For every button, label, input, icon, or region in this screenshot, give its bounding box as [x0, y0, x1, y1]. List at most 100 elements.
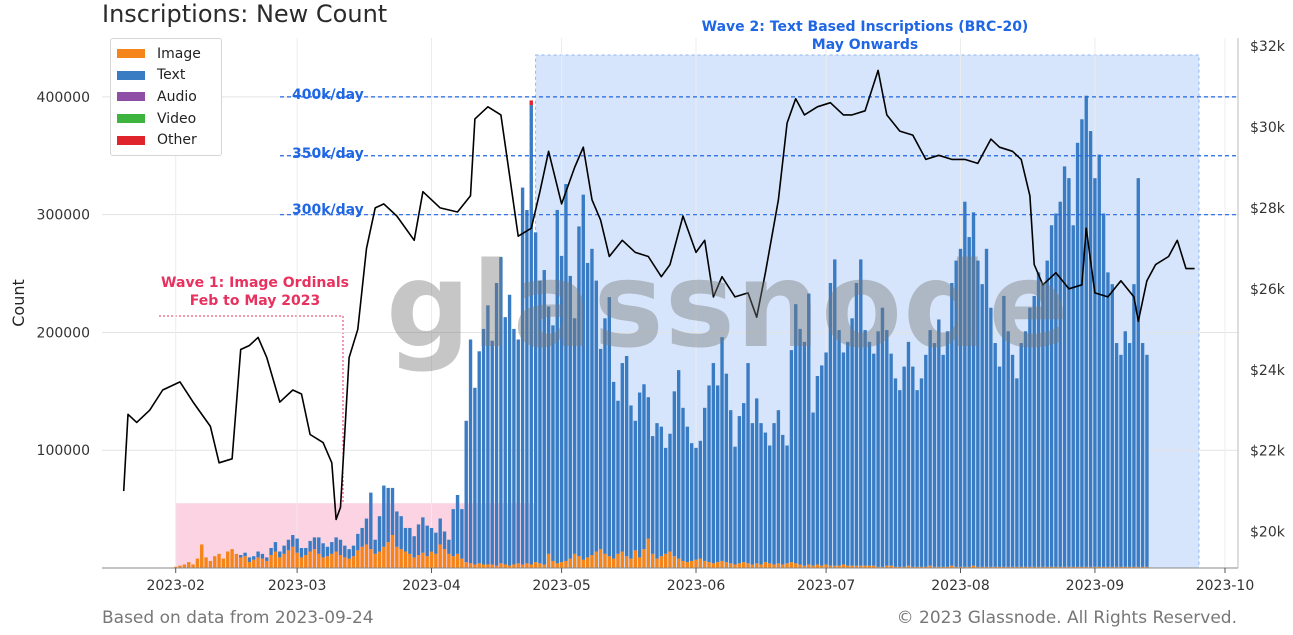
bar-text [598, 348, 603, 550]
bar-image [880, 566, 885, 568]
bar-image [911, 566, 915, 568]
bar-text [1067, 178, 1071, 567]
bar-image [685, 562, 690, 568]
bar-image [1075, 566, 1080, 568]
bar-text [282, 545, 286, 554]
bar-image [837, 565, 841, 568]
bar-image [720, 560, 724, 568]
bar-text [729, 410, 733, 564]
bar-image [278, 557, 282, 568]
bar-text [468, 339, 473, 564]
bar-text [650, 436, 655, 554]
bar-text [1097, 154, 1101, 567]
bar-image [958, 566, 963, 568]
bar-image [395, 546, 399, 568]
bar-image [1019, 566, 1023, 568]
bar-text [533, 232, 538, 563]
bar-text [330, 542, 334, 554]
bar-text [390, 487, 395, 536]
bar-image [598, 549, 603, 568]
bar-text [382, 485, 386, 547]
bar-image [603, 553, 607, 568]
bar-text [689, 443, 694, 561]
bar-image [187, 562, 191, 568]
bar-text [768, 445, 772, 564]
bar-image [386, 542, 390, 568]
bar-image [928, 565, 932, 568]
legend-swatch-image [117, 49, 145, 59]
bar-image [265, 560, 269, 568]
bar-text [1058, 201, 1062, 567]
bar-text [958, 248, 963, 567]
bar-text [447, 539, 451, 554]
bar-text [954, 260, 958, 567]
y2-tick-label: $22k [1250, 444, 1286, 460]
bar-text [1145, 354, 1149, 567]
bar-text [824, 352, 828, 565]
bar-text [685, 426, 690, 563]
bar-text [681, 407, 685, 561]
y-tick-label: 200000 [37, 325, 90, 341]
bar-image [1123, 566, 1127, 568]
bar-text [559, 255, 564, 563]
bar-image [338, 555, 343, 568]
bar-image [581, 559, 585, 568]
bar-text [698, 440, 703, 559]
bar-image [807, 564, 811, 568]
y-tick-label: 300000 [37, 208, 90, 224]
bar-text [269, 547, 273, 556]
bar-image [529, 564, 533, 568]
bar-image [841, 564, 846, 568]
bar-image [577, 556, 581, 568]
bar-text [676, 370, 681, 559]
legend: Image Text Audio Video Other [110, 38, 222, 156]
bar-image [1062, 566, 1067, 568]
bar-image [950, 565, 954, 568]
bar-image [1032, 566, 1036, 568]
bar-text [1036, 272, 1041, 567]
bar-image [893, 566, 898, 568]
bar-text [867, 341, 872, 566]
bar-image [343, 557, 347, 568]
bar-image [234, 553, 239, 568]
bar-text [932, 343, 937, 567]
wave2-line1: Wave 2: Text Based Inscriptions (BRC-20) [701, 19, 1029, 35]
bar-text [1023, 331, 1028, 567]
bar-text [507, 294, 512, 566]
bar-image [1119, 566, 1123, 568]
bar-text [815, 376, 820, 565]
bar-text [1140, 343, 1145, 567]
bar-image [213, 556, 217, 568]
bar-text [620, 363, 624, 552]
bar-image [347, 558, 351, 568]
bar-text [937, 319, 941, 567]
bar-text [494, 282, 499, 566]
bar-image [351, 556, 356, 568]
bar-image [429, 551, 434, 568]
bar-image [451, 556, 455, 568]
bar-text [434, 532, 438, 554]
bar-text [555, 209, 559, 564]
legend-swatch-video [117, 114, 145, 124]
bar-text [1006, 331, 1010, 567]
bar-image [369, 549, 373, 568]
bar-image [1071, 566, 1075, 568]
bar-text [746, 363, 750, 564]
bar-text [759, 423, 763, 565]
bar-image [408, 553, 412, 568]
bar-text [663, 447, 668, 554]
bar-image [963, 566, 967, 568]
bar-image [898, 566, 902, 568]
bar-image [997, 566, 1002, 568]
bar-image [464, 562, 468, 568]
bar-image [299, 557, 304, 568]
wave1-line1: Wave 1: Image Ordinals [161, 275, 349, 291]
bar-image [820, 565, 824, 568]
level-label-350k: 350k/day [292, 146, 364, 162]
bar-image [967, 566, 971, 568]
bar-text [1062, 166, 1067, 567]
bar-text [564, 184, 568, 561]
bar-image [889, 565, 893, 568]
bar-image [702, 560, 707, 568]
bar-image [321, 557, 325, 568]
